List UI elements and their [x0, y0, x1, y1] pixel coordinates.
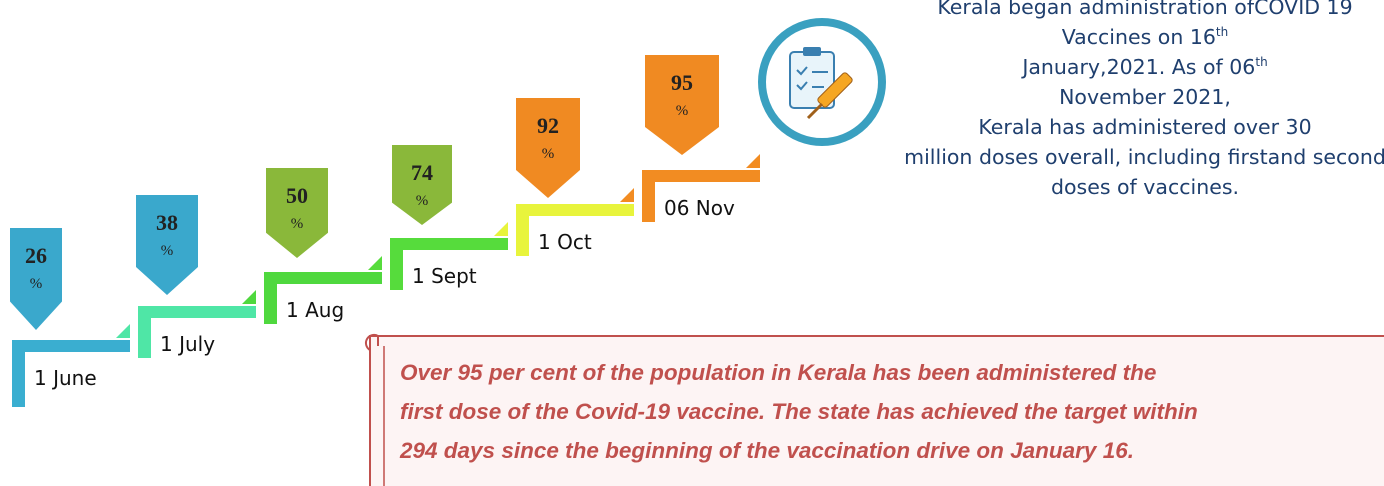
step-arrow — [368, 256, 382, 270]
step — [264, 272, 382, 324]
banner — [266, 168, 328, 258]
banner-percent: % — [542, 146, 555, 162]
banner-percent: % — [291, 216, 304, 232]
description-text: and second doses of vaccines. — [1050, 145, 1384, 199]
description-text: th — [1215, 25, 1229, 40]
step — [12, 340, 130, 407]
step-arrow — [116, 324, 130, 338]
step-date: 1 Oct — [538, 230, 592, 254]
callout-box — [369, 335, 1384, 486]
step-arrow — [620, 188, 634, 202]
step-arrow — [242, 290, 256, 304]
callout-line: Over 95 per cent of the population in Ke… — [400, 360, 1156, 385]
callout-line: 294 days since the beginning of the vacc… — [399, 438, 1134, 463]
step-date: 1 June — [34, 366, 97, 390]
banner-percent: % — [416, 193, 429, 209]
description-text: January, — [1022, 55, 1107, 79]
step-date: 1 July — [160, 332, 215, 356]
step-date: 06 Nov — [664, 196, 735, 220]
banner-value: 95 — [671, 70, 693, 95]
description-text: November 2021, — [1059, 85, 1231, 109]
step-date: 1 Aug — [286, 298, 344, 322]
step — [138, 306, 256, 358]
description: Kerala began administration ofCOVID 19 V… — [900, 0, 1384, 202]
banner-value: 74 — [411, 160, 433, 185]
banner — [516, 98, 580, 198]
description-text: COVID 19 Vaccines on 16 — [1061, 0, 1353, 49]
description-text: million doses overall, including first — [904, 145, 1268, 169]
step — [516, 204, 634, 256]
banner-percent: % — [676, 103, 689, 119]
description-text: 2021. As of 06 — [1106, 55, 1256, 79]
banner — [645, 55, 719, 155]
step-arrow — [494, 222, 508, 236]
banner — [136, 195, 198, 295]
banner-percent: % — [30, 276, 43, 292]
step — [390, 238, 508, 290]
banner-value: 26 — [25, 243, 47, 268]
banner — [392, 145, 452, 225]
step-arrow — [746, 154, 760, 168]
banner-value: 50 — [286, 183, 308, 208]
banner-percent: % — [161, 243, 174, 259]
banner-value: 92 — [537, 113, 559, 138]
step — [642, 170, 760, 222]
banner-value: 38 — [156, 210, 178, 235]
banner — [10, 228, 62, 330]
scroll-curl — [364, 333, 379, 351]
description-text: Kerala has administered over 30 — [978, 115, 1312, 139]
callout-line: first dose of the Covid-19 vaccine. The … — [400, 399, 1198, 424]
step-date: 1 Sept — [412, 264, 477, 288]
description-text: Kerala began administration of — [937, 0, 1255, 19]
description-text: th — [1255, 55, 1268, 70]
vaccine-icon — [789, 47, 853, 120]
